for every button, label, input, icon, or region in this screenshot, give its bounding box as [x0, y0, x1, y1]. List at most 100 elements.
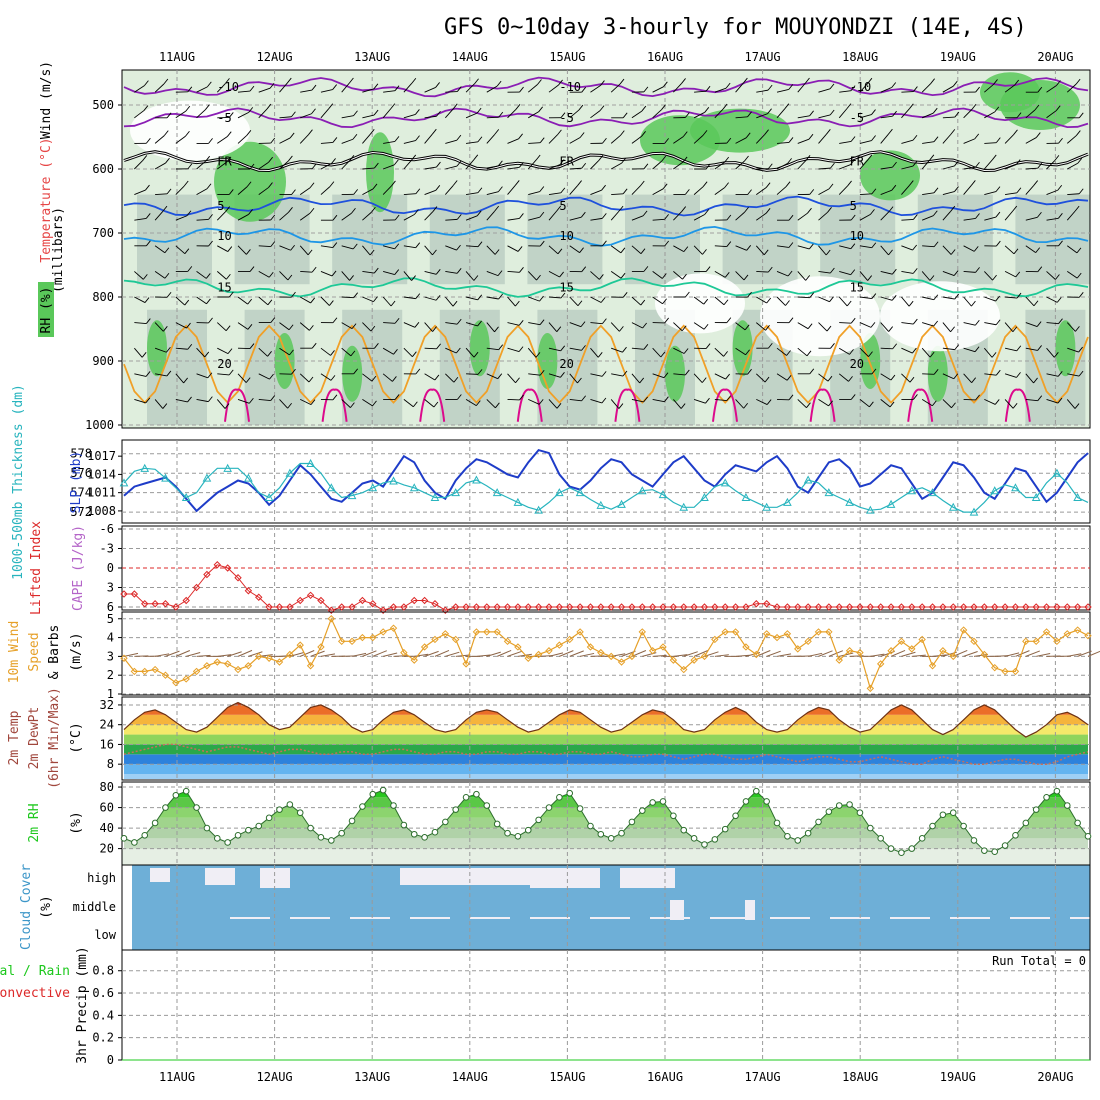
wind-barb-flag: [560, 292, 566, 299]
wind10-point: [617, 658, 626, 666]
wind-barb-flag: [871, 109, 876, 115]
wind-barb: [383, 270, 395, 276]
wind-barb: [714, 347, 724, 357]
wind-barb: [1004, 270, 1016, 278]
wind-barb: [714, 187, 725, 195]
wind-barb-flag: [538, 106, 543, 113]
isotherm-label: FR: [850, 154, 865, 168]
wind-barb-flag: [724, 156, 730, 163]
wind-barb-flag: [311, 108, 316, 115]
wind10-point: [856, 648, 864, 657]
wind-barb: [984, 296, 996, 302]
wind10-barb: [1067, 653, 1082, 657]
rh2m-point: [991, 848, 999, 855]
wind-barb-flag: [497, 270, 503, 276]
temp-ytick-label: 32: [100, 698, 114, 712]
wind-barb: [839, 270, 851, 276]
wind-barb-flag: [1078, 370, 1084, 377]
wind-barb-flag: [954, 344, 960, 350]
wind-barb-flag: [228, 369, 234, 376]
wind-barb: [1046, 347, 1055, 358]
legend-rh: RH (%): [39, 287, 54, 334]
thickness-point: [161, 473, 170, 482]
isotherm-label: 15: [217, 280, 231, 294]
wind-barb-flag: [187, 86, 193, 93]
wind-barb: [714, 373, 726, 380]
wind-barb: [196, 398, 209, 403]
wind-barb: [196, 188, 208, 195]
rh2m-point: [286, 801, 294, 808]
wind-barb-flag: [519, 394, 524, 401]
wind-barb-flag: [954, 186, 959, 192]
wind10-point: [120, 654, 128, 662]
wind-barb-flag: [246, 249, 251, 255]
wind-barb-flag: [432, 206, 438, 212]
rh2m-point: [607, 835, 615, 842]
wind-barb: [1025, 347, 1038, 351]
wind10-point: [804, 637, 812, 646]
wind-barb: [486, 116, 499, 119]
wind-barb: [818, 399, 829, 407]
wind-barb-flag: [788, 242, 794, 248]
wind-ytick-label: 1: [107, 687, 114, 701]
wind10-barb: [963, 651, 978, 657]
wind-barb-flag: [745, 132, 751, 139]
wind-barb-flag: [353, 368, 359, 375]
wind10-point: [400, 648, 408, 657]
wind-barb-flag: [187, 266, 193, 272]
wind10-barb: [424, 650, 439, 657]
wind10-barb: [393, 655, 408, 657]
wind-barb: [424, 166, 437, 170]
wind-barb-flag: [473, 275, 479, 281]
wind-barb-flag: [909, 376, 915, 383]
wind-barb: [1025, 398, 1038, 402]
wind10-line: [123, 617, 1089, 691]
wind-barb: [196, 373, 209, 379]
wind-barb: [838, 185, 848, 195]
wind-barb: [880, 166, 893, 170]
wind-barb-flag: [661, 155, 667, 162]
lifted-index-point: [441, 606, 450, 614]
lifted-index-point: [348, 603, 356, 611]
wind-barb-flag: [1055, 105, 1061, 111]
wind-barb-flag: [205, 273, 211, 279]
wind-barb: [362, 134, 371, 144]
lifted-index-point: [1053, 603, 1061, 611]
wind-barb: [258, 87, 271, 93]
wind-barb: [154, 162, 166, 170]
wind-barb: [527, 347, 537, 358]
wind-barb: [901, 185, 910, 195]
wind-barb: [216, 399, 226, 409]
wind-barb-flag: [725, 373, 730, 380]
wind-barb-flag: [1057, 397, 1063, 404]
rh2m-point: [556, 794, 563, 801]
wind-barb-flag: [785, 300, 790, 306]
date-label-top: 16AUG: [647, 50, 683, 64]
wind-barb: [756, 187, 767, 195]
wind-barb: [963, 185, 972, 195]
wind-barb-flag: [664, 317, 669, 324]
temp-ylabel-1: 2m Temp: [7, 710, 22, 765]
isotherm-label: FR: [559, 154, 574, 168]
wind-barb-flag: [745, 349, 750, 356]
wind-barb-flag: [208, 240, 213, 247]
wind-barb-flag: [536, 274, 541, 281]
wind-barb-flag: [974, 319, 980, 326]
wind10-barb: [870, 653, 885, 657]
wind10-point: [534, 650, 543, 659]
wind-barb-flag: [661, 104, 666, 110]
wind-barb-flag: [432, 249, 437, 256]
wind-barb: [320, 296, 330, 306]
wind-barb: [196, 109, 206, 119]
wind-barb-flag: [331, 158, 336, 164]
temp-band: [124, 754, 1088, 765]
rh2m-point: [566, 789, 574, 797]
rh-ytick-label: 40: [100, 821, 114, 835]
wind-barb-flag: [206, 183, 212, 190]
wind10-point: [234, 665, 242, 674]
wind-barb: [237, 111, 249, 119]
wind-barb: [673, 245, 685, 253]
wind-barb: [714, 271, 726, 278]
wind-barb-flag: [436, 343, 441, 350]
